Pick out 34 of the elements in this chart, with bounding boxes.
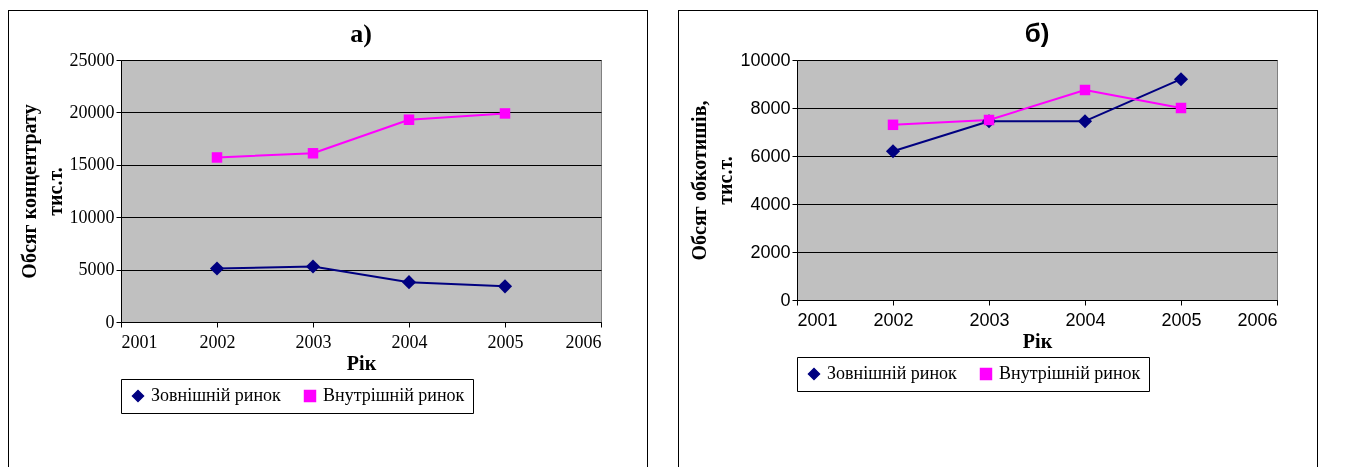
y-tick-label: 20000 (69, 101, 115, 122)
x-tick-label: 2004 (391, 331, 428, 352)
y-tick-label: 5000 (78, 259, 115, 280)
x-tick-label: 2005 (487, 331, 524, 352)
x-axis-title: Рік (1022, 329, 1053, 352)
y-tick-label: 0 (780, 289, 791, 310)
y-tick-label: 2000 (750, 241, 791, 262)
y-tick-label: 8000 (750, 97, 791, 118)
x-tick-label: 2002 (199, 331, 236, 352)
y-axis-title: Обсяг концентрату тис.т. (17, 104, 66, 279)
x-tick-label: 2003 (969, 309, 1010, 330)
y-tick-label: 10000 (740, 49, 791, 70)
chart-title: а) (350, 19, 372, 48)
legend-label: Зовнішній ринок (151, 385, 282, 405)
y-tick-label: 4000 (750, 193, 791, 214)
x-tick-label: 2006 (565, 331, 602, 352)
y-tick-label: 25000 (69, 49, 115, 70)
x-tick-label: 2002 (873, 309, 914, 330)
x-tick-label: 2006 (1237, 309, 1278, 330)
y-tick-label: 6000 (750, 145, 791, 166)
legend-label: Внутрішній ринок (323, 385, 465, 405)
x-tick-label: 2004 (1065, 309, 1106, 330)
y-tick-label: 10000 (69, 206, 115, 227)
x-tick-label: 2001 (797, 309, 838, 330)
x-tick-label: 2001 (121, 331, 158, 352)
x-tick-label: 2005 (1161, 309, 1202, 330)
y-tick-label: 15000 (69, 154, 115, 175)
y-tick-label: 0 (105, 311, 115, 332)
legend-label: Зовнішній ринок (827, 363, 958, 383)
legend-label: Внутрішній ринок (999, 363, 1141, 383)
y-axis-title: Обсяг обкотишів, тис.т. (688, 100, 737, 261)
chart-title: б) (1024, 18, 1050, 48)
x-tick-label: 2003 (295, 331, 332, 352)
x-axis-title: Рік (346, 351, 377, 374)
